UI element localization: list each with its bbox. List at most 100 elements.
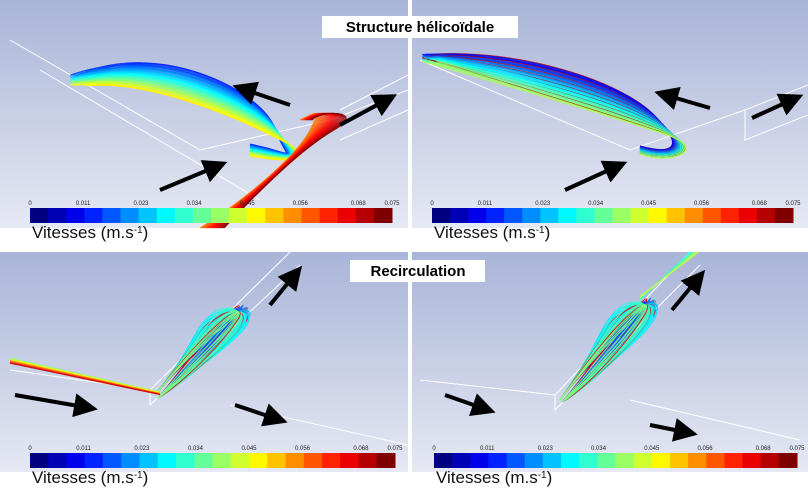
colorbar-swatch bbox=[338, 208, 357, 223]
colorbar-swatch bbox=[504, 208, 523, 223]
label-part: Vitesses (m.s bbox=[434, 223, 536, 242]
colorbar-swatch bbox=[667, 208, 686, 223]
colorbar-swatch bbox=[175, 208, 194, 223]
label-part: Vitesses (m.s bbox=[436, 468, 538, 487]
colorbar-tick-label: 0.056 bbox=[698, 446, 714, 452]
colorbar-tick-label: 0.045 bbox=[241, 446, 257, 452]
label-part: Vitesses (m.s bbox=[32, 468, 134, 487]
colorbar-label: Vitesses (m.s-1) bbox=[32, 468, 148, 487]
colorbar-swatch bbox=[561, 453, 580, 468]
colorbar-swatch bbox=[30, 208, 49, 223]
colorbar-swatch bbox=[340, 453, 359, 468]
colorbar-swatch bbox=[194, 453, 213, 468]
colorbar-swatch bbox=[103, 453, 122, 468]
colorbar-swatch bbox=[540, 208, 559, 223]
colorbar-label: Vitesses (m.s-1) bbox=[32, 223, 148, 242]
colorbar-swatch bbox=[486, 208, 505, 223]
colorbar-tick-label: 0.011 bbox=[478, 201, 493, 207]
colorbar-swatch bbox=[775, 208, 794, 223]
colorbar-swatch bbox=[121, 453, 140, 468]
colorbar-tick-label: 0.045 bbox=[240, 201, 256, 207]
colorbar-swatch bbox=[286, 453, 305, 468]
colorbar-swatch bbox=[724, 453, 743, 468]
colorbar-swatch bbox=[48, 208, 67, 223]
colorbar-swatch bbox=[434, 453, 453, 468]
colorbar-swatch bbox=[67, 453, 86, 468]
colorbar-swatch bbox=[579, 453, 598, 468]
colorbar-tick-label: 0.075 bbox=[387, 446, 403, 452]
colorbar-swatch bbox=[283, 208, 302, 223]
label-part: ) bbox=[143, 223, 149, 242]
colorbar-swatch bbox=[468, 208, 487, 223]
colorbar-tick-label: 0.056 bbox=[295, 446, 311, 452]
colorbar-label: Vitesses (m.s-1) bbox=[436, 468, 552, 487]
colorbar-swatch bbox=[507, 453, 526, 468]
colorbar-swatch bbox=[779, 453, 798, 468]
colorbar-swatch bbox=[247, 208, 266, 223]
colorbar-swatch bbox=[157, 208, 176, 223]
colorbar-label: Vitesses (m.s-1) bbox=[434, 223, 550, 242]
colorbar-tick-label: 0.023 bbox=[535, 201, 551, 207]
colorbar-swatch bbox=[703, 208, 722, 223]
colorbar-swatch bbox=[652, 453, 671, 468]
colorbar-tick-label: 0.011 bbox=[480, 446, 495, 452]
colorbar-swatch bbox=[634, 453, 653, 468]
label-part: ) bbox=[547, 468, 553, 487]
colorbar-swatch bbox=[685, 208, 704, 223]
colorbar-tick-label: 0.068 bbox=[351, 201, 367, 207]
colorbar-swatch bbox=[688, 453, 707, 468]
colorbar-swatch bbox=[121, 208, 140, 223]
colorbar-swatch bbox=[158, 453, 177, 468]
colorbar-swatch bbox=[743, 453, 762, 468]
colorbar-tick-label: 0.068 bbox=[752, 201, 768, 207]
colorbar-swatch bbox=[452, 453, 471, 468]
figure: Structure hélicoïdale Recirculation 00.0… bbox=[0, 0, 808, 490]
colorbar-swatch bbox=[229, 208, 248, 223]
colorbar-swatch bbox=[374, 208, 393, 223]
colorbar-tick-label: 0.023 bbox=[538, 446, 554, 452]
colorbar-swatch bbox=[265, 208, 284, 223]
colorbar-swatch bbox=[267, 453, 286, 468]
title: Recirculation bbox=[370, 263, 465, 280]
colorbar-swatch bbox=[193, 208, 212, 223]
colorbar-swatch bbox=[597, 453, 616, 468]
colorbar-swatch bbox=[522, 208, 541, 223]
colorbar-swatch bbox=[616, 453, 635, 468]
label-part: Vitesses (m.s bbox=[32, 223, 134, 242]
colorbar-tick-label: 0.075 bbox=[785, 201, 801, 207]
colorbar-swatch bbox=[48, 453, 67, 468]
colorbar-swatch bbox=[757, 208, 776, 223]
label-part: ) bbox=[545, 223, 551, 242]
colorbar-swatch bbox=[30, 453, 49, 468]
colorbar-tick-label: 0.034 bbox=[588, 201, 604, 207]
colorbar-swatch bbox=[706, 453, 725, 468]
colorbar-tick-label: 0.068 bbox=[756, 446, 772, 452]
colorbar-swatch bbox=[359, 453, 378, 468]
colorbar-swatch bbox=[576, 208, 595, 223]
colorbar-tick-label: 0.056 bbox=[694, 201, 710, 207]
colorbar-swatch bbox=[488, 453, 507, 468]
colorbar-swatch bbox=[320, 208, 339, 223]
colorbar-swatch bbox=[631, 208, 650, 223]
colorbar-tick-label: 0.034 bbox=[591, 446, 607, 452]
colorbar-swatch bbox=[739, 208, 758, 223]
colorbar-swatch bbox=[450, 208, 469, 223]
colorbar-swatch bbox=[543, 453, 562, 468]
colorbar-swatch bbox=[211, 208, 230, 223]
colorbar-swatch bbox=[304, 453, 323, 468]
colorbar-swatch bbox=[102, 208, 121, 223]
title: Structure hélicoïdale bbox=[346, 19, 494, 36]
colorbar-swatch bbox=[176, 453, 195, 468]
colorbar-swatch bbox=[649, 208, 668, 223]
colorbar-tick-label: 0.045 bbox=[644, 446, 660, 452]
colorbar-swatch bbox=[613, 208, 632, 223]
colorbar-swatch bbox=[670, 453, 689, 468]
label-part: ) bbox=[143, 468, 149, 487]
colorbar-swatch bbox=[139, 208, 158, 223]
colorbar-swatch bbox=[231, 453, 250, 468]
colorbar-swatch bbox=[302, 208, 321, 223]
colorbar-swatch bbox=[594, 208, 613, 223]
colorbar-tick-label: 0.011 bbox=[76, 446, 91, 452]
colorbar-tick-label: 0.034 bbox=[188, 446, 204, 452]
colorbar-tick-label: 0.023 bbox=[134, 446, 150, 452]
